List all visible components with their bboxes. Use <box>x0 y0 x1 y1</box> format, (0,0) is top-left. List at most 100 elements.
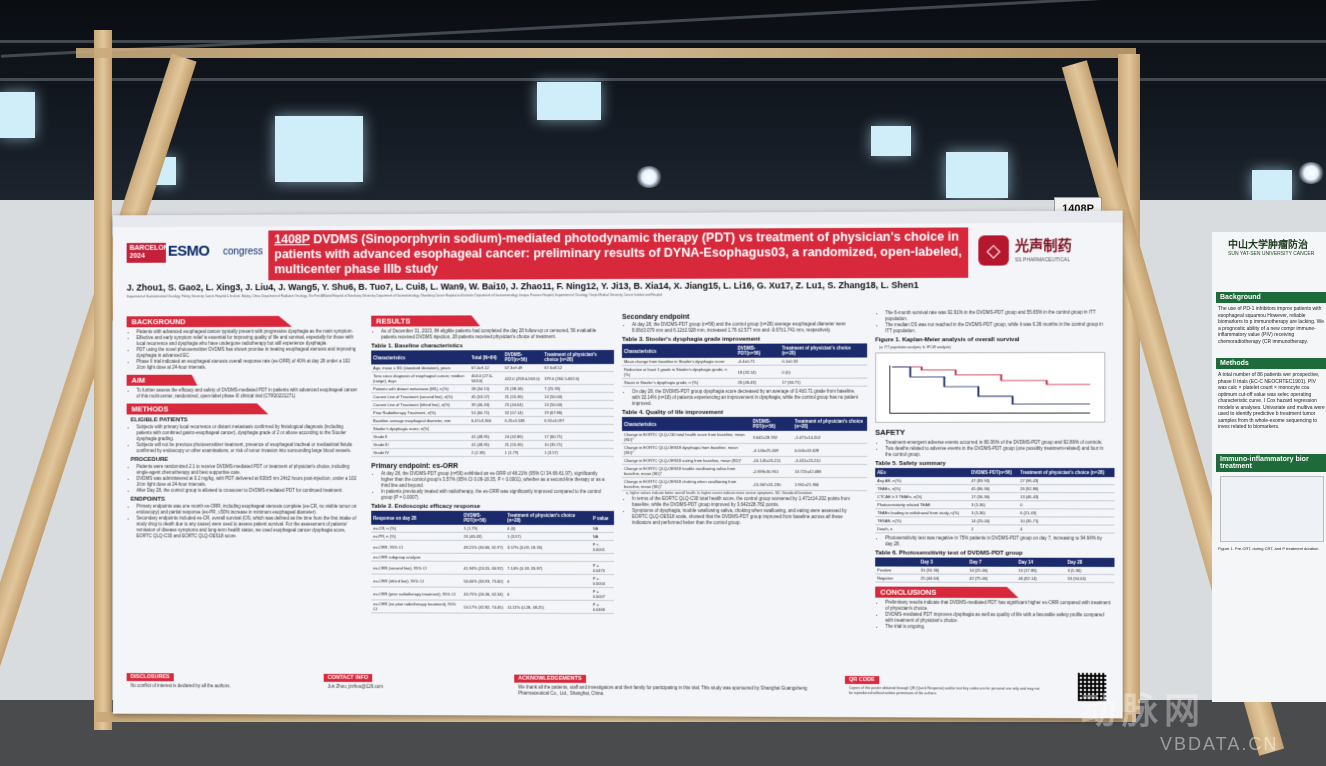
list-item: DVDMS was administered at 0.2 mg/kg, wit… <box>136 476 359 488</box>
table2-title: Table 2. Endoscopic efficacy response <box>371 504 614 510</box>
results-intro: As of December 31, 2023, 84 eligible pat… <box>371 328 614 341</box>
list-item: After Day 28, the control group is allow… <box>136 488 359 494</box>
poster-column-1: BACKGROUND Patients with advanced esopha… <box>127 312 364 682</box>
watermark-cn: 动脉网 <box>1080 682 1206 734</box>
table-cell: 0.1±0.33 <box>780 357 867 365</box>
table-cell: -3.431±23.210 <box>792 456 867 464</box>
poster-footer: DISCLOSURES No conflict of interest is d… <box>127 659 1117 713</box>
table-cell: 39 (46.43) <box>469 401 502 409</box>
adjacent-institution-en: SUN YAT-SEN UNIVERSITY CANCER <box>1228 251 1322 257</box>
figure1-subtitle: (a: ITT population analysis; b: IPCW ana… <box>875 344 1114 351</box>
table-header-cell: Treatment of physician's choice (n=28) <box>505 511 590 525</box>
table-row: Death, n24 <box>875 525 1114 533</box>
table-cell: 1 (1.79) <box>503 449 542 457</box>
table-cell: 11.11% (0.28, 48.25) <box>505 600 590 613</box>
procedure-list: Patients were randomized 2:1 to receive … <box>127 464 364 494</box>
table-cell: Change in EORTC QLQ-OES18 choking when s… <box>622 478 751 491</box>
table-cell: Grade II <box>371 433 469 441</box>
table-row: TEAEs, n(%) 45 (80.36) 26 (92.86) <box>875 485 1114 493</box>
adjacent-figure-caption: Figure 1. Pre-CRT, during CRT, and P tre… <box>1218 546 1326 553</box>
kaplan-meier-figure <box>875 352 1105 423</box>
table-cell: P = 0.0470 <box>591 561 614 574</box>
table-cell: 51 (60.71) <box>469 409 502 417</box>
table-cell: 32 (57.14) <box>503 409 542 417</box>
esmo-city: BARCELONA 2024 <box>127 243 166 263</box>
table-cell: 3 (5.36) <box>969 501 1018 509</box>
safety-list: Treatment-emergent adverse events occurr… <box>875 440 1114 458</box>
subheading-eligible: ELIGIBLE PATIENTS <box>131 417 364 423</box>
table-cell: 14 (25.00) <box>967 567 1016 575</box>
table-cell: 7 (25.93) <box>542 384 614 392</box>
table-safety: AEs DVDMS-PDT(n=56) Treatment of physician… <box>875 468 1114 534</box>
affiliations: Department of Gastrointestinal Oncology,… <box>127 291 1117 310</box>
ceiling-skylight <box>0 92 35 138</box>
table-cell: 0.000±13.628 <box>792 443 867 456</box>
table-cell: 3 (5.36) <box>1065 567 1114 575</box>
sponsor-logo: ◇ 光声制药 SS PHARMACEUTICAL <box>978 231 1108 272</box>
esmo-logo: BARCELONA 2024 ESMO congress <box>127 242 265 264</box>
table-row: CTCAE ≥ 3 TEAEs, n(%) 17 (30.36) 13 (46.43… <box>875 493 1114 501</box>
table-cell: 379.0 (260.5-662.0) <box>542 371 614 384</box>
table-cell: 0 (0) <box>780 365 867 378</box>
ceiling-skylight <box>871 126 911 156</box>
table-cell: 26 (46.43) <box>462 532 506 540</box>
list-item: Effective and early symptom relief is es… <box>136 335 359 347</box>
table-header-cell <box>875 557 918 566</box>
table-cell: 6.25±3.538 <box>503 417 542 425</box>
table-cell: 10 (17.86) <box>1016 567 1065 575</box>
adjacent-background-text: The use of PD-1 inhibitors improv patien… <box>1218 306 1326 345</box>
table-cell: 1 (3.57) <box>542 448 614 456</box>
list-item: The median OS was not reached in the DVD… <box>885 322 1110 335</box>
esmo-wordmark: ESMO <box>168 243 210 260</box>
list-item: On day 28, the DVDMS-PDT group dysphagia… <box>632 389 863 407</box>
adjacent-section-methods: Methods <box>1216 358 1326 369</box>
table-cell: Current Line of Treatment (second line),… <box>371 393 469 401</box>
adjacent-section-background: Background <box>1216 292 1326 303</box>
table-cell: -0.4±0.71 <box>736 358 780 366</box>
figure1-title: Figure 1. Kaplan-Meier analysis of overa… <box>875 337 1114 344</box>
list-item: Preliminary results indicate that DVDMS-… <box>885 600 1110 613</box>
table-cell: 46 (82.14) <box>1016 574 1065 582</box>
table-cell: Positive <box>875 566 918 574</box>
table-cell: Change in EORTC QLQ-OES18 eating from ba… <box>622 456 751 464</box>
table-cell: 17 (60.71) <box>780 378 867 386</box>
table-cell: 6.47±3.360 <box>469 417 502 425</box>
table-row: Negative 25 (44.64) 42 (75.00) 46 (82.14) 53… <box>875 574 1114 583</box>
table-row: Change in EORTC QLQ-OES18 dysphagia from… <box>622 443 867 456</box>
conclusions-list: Preliminary results indicate that DVDMS-… <box>875 600 1114 631</box>
table-cell: Photosensitivity related TEAE <box>875 501 969 509</box>
table-cell: 0 <box>505 587 590 600</box>
table-cell: es-ORR (prior radiotherapy treatment), 9… <box>371 587 462 600</box>
table-cell: 1 (3.57) <box>505 532 590 540</box>
table-cell: 31 (55.36) <box>503 393 542 401</box>
table-row: Stooler's dysphagia score, n(%) <box>371 424 614 432</box>
table-cell: NA <box>591 525 614 533</box>
table-header-cell: Day 14 <box>1016 558 1065 567</box>
table-header-cell: Treatment of physician's choice (n=28) <box>1018 468 1114 477</box>
table-header-cell: Characteristics <box>622 417 751 431</box>
table-header-cell: DVDMS-PDT(n=56) <box>503 350 542 364</box>
table-row: Grade II 41 (48.81) 24 (42.86) 17 (60.71) <box>371 432 614 440</box>
table-cell: 42 (75.00) <box>967 574 1016 582</box>
table-row: Any AE, n(%) 47 (83.93) 27 (96.43) <box>875 477 1114 485</box>
table-cell: TEAEs, n(%) <box>875 485 969 493</box>
acknowledgements-text: We thank all the patients, staff and inv… <box>514 685 835 698</box>
wooden-frame-post-left <box>94 30 112 730</box>
ceiling-skylight <box>537 82 601 120</box>
contact-header: CONTACT INFO <box>324 674 373 682</box>
table-cell: 27 (96.43) <box>1018 477 1114 485</box>
table-cell: es-ORR (second line), 95% CI <box>371 561 462 574</box>
aim-list: To further assess the efficacy and safet… <box>127 387 364 399</box>
table-cell: 0 <box>1018 501 1114 509</box>
table-cell: Current Line of Treatment (≥third line),… <box>371 401 469 409</box>
table-row: Current Line of Treatment (second line),… <box>371 392 614 400</box>
table4-title: Table 4. Quality of life improvement <box>622 410 867 416</box>
table-cell: 13.725±42.088 <box>792 465 867 478</box>
primary-endpoint-list: At day 28, the DVDMS-PDT group (n=56) ex… <box>371 471 614 501</box>
table3-title: Table 3. Stooler's dysphagia grade impro… <box>622 336 867 343</box>
table-cell: 53 (94.64) <box>1065 574 1114 582</box>
km-curve-control <box>892 367 1090 404</box>
table-row: TESAE, n(%) 14 (25.00) 10 (35.71) <box>875 517 1114 525</box>
disclosures-header: DISCLOSURES <box>127 673 174 681</box>
adjacent-section-immune: Immuno-inflammatory bior treatment <box>1216 454 1326 472</box>
